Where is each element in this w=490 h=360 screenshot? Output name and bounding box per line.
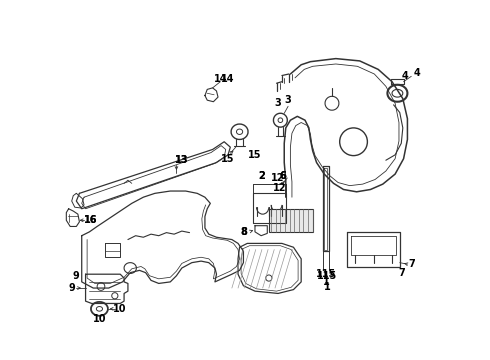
Text: 6: 6 [279,171,286,181]
Text: 7: 7 [398,268,405,278]
Text: 1: 1 [324,282,331,292]
Text: 3: 3 [275,98,281,108]
Text: 10: 10 [113,304,126,314]
Text: 115: 115 [316,269,336,279]
Text: 3: 3 [285,95,292,105]
Bar [269,209,314,232]
Text: 15: 15 [248,150,262,160]
Text: 15: 15 [221,154,235,165]
Text: 14: 14 [221,74,235,84]
Text: 1: 1 [322,277,329,287]
Text: 12: 12 [270,173,284,183]
Text: 8: 8 [241,227,247,237]
Text: 9: 9 [73,271,80,281]
Text: 13: 13 [175,155,189,165]
Text: 7: 7 [409,259,416,269]
Text: 13: 13 [175,155,189,165]
Text: 2: 2 [258,171,265,181]
Text: 6: 6 [279,171,286,181]
Text: 8: 8 [241,227,247,237]
Text: 9: 9 [68,283,75,293]
Text: 10: 10 [93,314,106,324]
Text: 12: 12 [273,183,286,193]
Text: 14: 14 [214,74,227,84]
Text: 2: 2 [258,171,265,181]
Text: 16: 16 [83,215,97,225]
Text: 4: 4 [413,68,420,78]
Text: 4: 4 [402,71,409,81]
Text: 115: 115 [317,271,338,281]
Text: 16: 16 [83,215,97,225]
